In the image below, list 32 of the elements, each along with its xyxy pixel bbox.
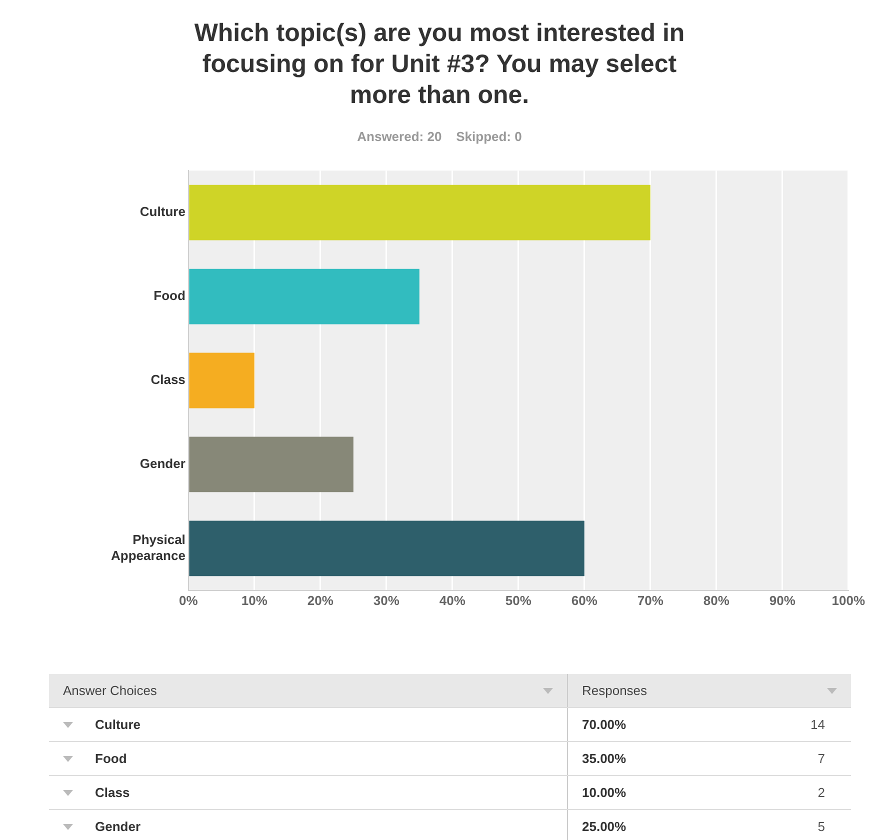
category-label: Food xyxy=(95,751,127,766)
x-tick-label: 0% xyxy=(179,592,198,608)
chart-subtitle: Answered: 20 Skipped: 0 xyxy=(356,129,523,144)
x-tick-label: 50% xyxy=(505,592,532,608)
text: 2 xyxy=(818,785,825,800)
x-tick-label: 10% xyxy=(241,592,268,608)
x-tick-label: 30% xyxy=(373,592,400,608)
text: Responses xyxy=(582,683,648,698)
text: 25.00% xyxy=(582,819,626,834)
y-tick-label: Gender xyxy=(140,456,186,472)
category-label: Gender xyxy=(95,819,141,834)
text: Answer Choices xyxy=(63,683,157,698)
chart-title: Which topic(s) are you most interested in focusing on for Unit #3? You may select more than one. xyxy=(193,18,686,111)
x-tick-label: 100% xyxy=(832,592,866,608)
x-tick-label: 40% xyxy=(439,592,466,608)
y-tick-label: Physical Appearance xyxy=(111,532,186,563)
text: 70.00% xyxy=(582,717,626,732)
category-label: Class xyxy=(95,785,130,800)
text: 35.00% xyxy=(582,751,626,766)
text: 10.00% xyxy=(582,785,626,800)
x-tick-label: 80% xyxy=(703,592,730,608)
text: 5 xyxy=(818,819,825,834)
x-tick-label: 70% xyxy=(637,592,664,608)
text: 14 xyxy=(810,717,825,732)
y-tick-label: Culture xyxy=(140,204,186,220)
category-label: Culture xyxy=(95,717,140,732)
x-tick-label: 90% xyxy=(769,592,796,608)
x-tick-label: 20% xyxy=(307,592,334,608)
text: 7 xyxy=(818,751,825,766)
y-tick-label: Class xyxy=(150,372,186,388)
x-tick-label: 60% xyxy=(571,592,598,608)
y-tick-label: Food xyxy=(154,288,186,304)
